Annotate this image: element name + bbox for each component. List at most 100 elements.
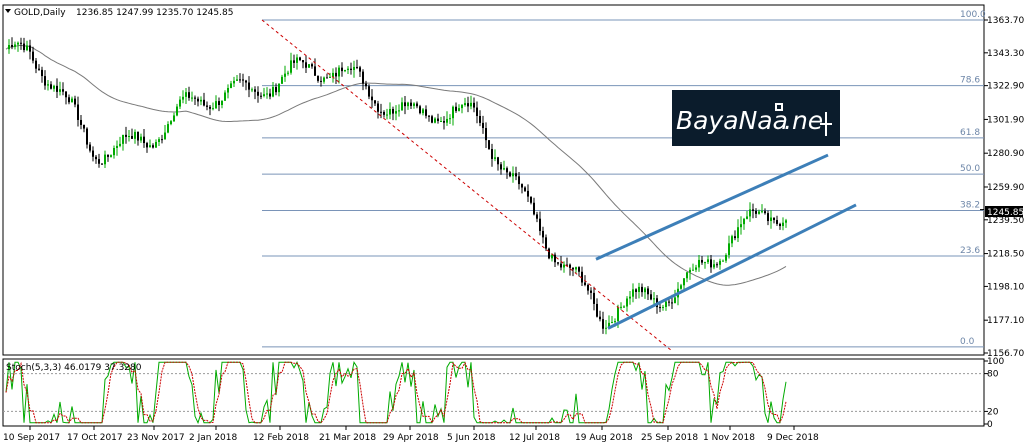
candle-body	[719, 260, 721, 265]
candle-body	[245, 80, 247, 83]
candle-body	[674, 297, 676, 304]
candle-body	[737, 227, 739, 239]
drawn-lines	[261, 19, 857, 352]
candle-body	[374, 100, 376, 104]
x-tick-label: 10 Sep 2017	[3, 433, 60, 443]
candle-body	[353, 66, 355, 70]
candle-body	[386, 114, 388, 116]
candle-body	[320, 80, 322, 82]
candle-body	[359, 67, 361, 72]
candle-body	[188, 92, 190, 98]
candle-body	[137, 131, 139, 141]
ohlc-values: 1236.85 1247.99 1235.70 1245.85	[76, 8, 233, 18]
candle-body	[608, 322, 610, 328]
candle-body	[344, 69, 346, 72]
candle-body	[479, 115, 481, 123]
candle-body	[641, 286, 643, 293]
candle-body	[401, 102, 403, 111]
candle-body	[167, 124, 169, 133]
candle-body	[14, 44, 16, 47]
candle-body	[254, 89, 256, 92]
candle-body	[155, 142, 157, 148]
x-tick-label: 19 Aug 2018	[575, 433, 633, 443]
fibonacci-levels: 100.0 78.6 61.8 50.0 38.2 23.6 0.0	[262, 10, 986, 348]
candle-body	[236, 79, 238, 81]
candle-body	[218, 101, 220, 106]
x-tick-label: 25 Sep 2018	[641, 433, 698, 443]
candle-body	[488, 140, 490, 150]
x-tick-label: 21 Mar 2018	[319, 433, 376, 443]
fib-label: 50.0	[960, 164, 980, 174]
candle-body	[161, 139, 163, 141]
candle-body	[233, 80, 235, 84]
candle-body	[692, 269, 694, 271]
candle-body	[536, 214, 538, 219]
candle-body	[47, 84, 49, 86]
candle-body	[23, 43, 25, 51]
stoch-pane[interactable]	[2, 358, 985, 427]
candle-body	[104, 154, 106, 165]
candle-body	[650, 294, 652, 300]
candle-body	[416, 103, 418, 107]
candle-body	[476, 107, 478, 116]
candle-body	[332, 72, 334, 77]
candle-body	[398, 110, 400, 112]
candle-body	[62, 89, 64, 92]
y-tick-label: 1259.90	[987, 183, 1024, 193]
candle-body	[275, 87, 277, 93]
candle-body	[497, 157, 499, 165]
candles	[8, 37, 787, 335]
candle-body	[272, 87, 274, 97]
candle-body	[521, 184, 523, 188]
candle-body	[326, 77, 328, 79]
candle-body	[716, 264, 718, 266]
candle-body	[452, 106, 454, 119]
candle-body	[32, 51, 34, 61]
candle-body	[41, 69, 43, 77]
candle-body	[626, 298, 628, 307]
candle-body	[632, 289, 634, 297]
chart-header: GOLD,Daily 1236.85 1247.99 1235.70 1245.…	[5, 8, 233, 18]
candle-body	[110, 155, 112, 157]
candle-body	[749, 209, 751, 217]
candle-body	[182, 96, 184, 100]
candle-body	[11, 44, 13, 47]
candle-body	[50, 84, 52, 89]
main-pane[interactable]	[2, 4, 985, 356]
candle-body	[323, 77, 325, 82]
candle-body	[491, 149, 493, 159]
candle-body	[599, 316, 601, 320]
candle-body	[758, 211, 760, 214]
candle-body	[689, 269, 691, 273]
candle-body	[179, 99, 181, 107]
fib-label: 100.0	[960, 10, 986, 20]
candle-body	[548, 248, 550, 259]
candle-body	[74, 98, 76, 105]
candle-body	[779, 223, 781, 227]
candle-body	[746, 216, 748, 219]
stoch-tick-label: 0	[987, 420, 993, 430]
candle-body	[125, 134, 127, 137]
x-tick-label: 5 Jun 2018	[447, 433, 496, 443]
candle-body	[449, 118, 451, 120]
candle-body	[197, 98, 199, 102]
candle-body	[494, 157, 496, 159]
candle-body	[215, 101, 217, 109]
candle-body	[404, 102, 406, 107]
candle-body	[185, 92, 187, 97]
candle-body	[764, 211, 766, 214]
y-tick-label: 1218.50	[987, 250, 1024, 260]
y-tick-label: 1280.90	[987, 149, 1024, 159]
candle-body	[239, 79, 241, 81]
y-tick-label: 1177.10	[987, 316, 1024, 326]
candle-body	[593, 292, 595, 304]
candle-body	[728, 243, 730, 255]
x-tick-label: 2 Jan 2018	[189, 433, 237, 443]
candle-body	[470, 102, 472, 107]
candle-body	[209, 106, 211, 109]
candle-body	[506, 168, 508, 173]
candle-body	[17, 42, 19, 45]
symbol-arrow-icon	[5, 9, 11, 13]
candle-body	[365, 83, 367, 87]
